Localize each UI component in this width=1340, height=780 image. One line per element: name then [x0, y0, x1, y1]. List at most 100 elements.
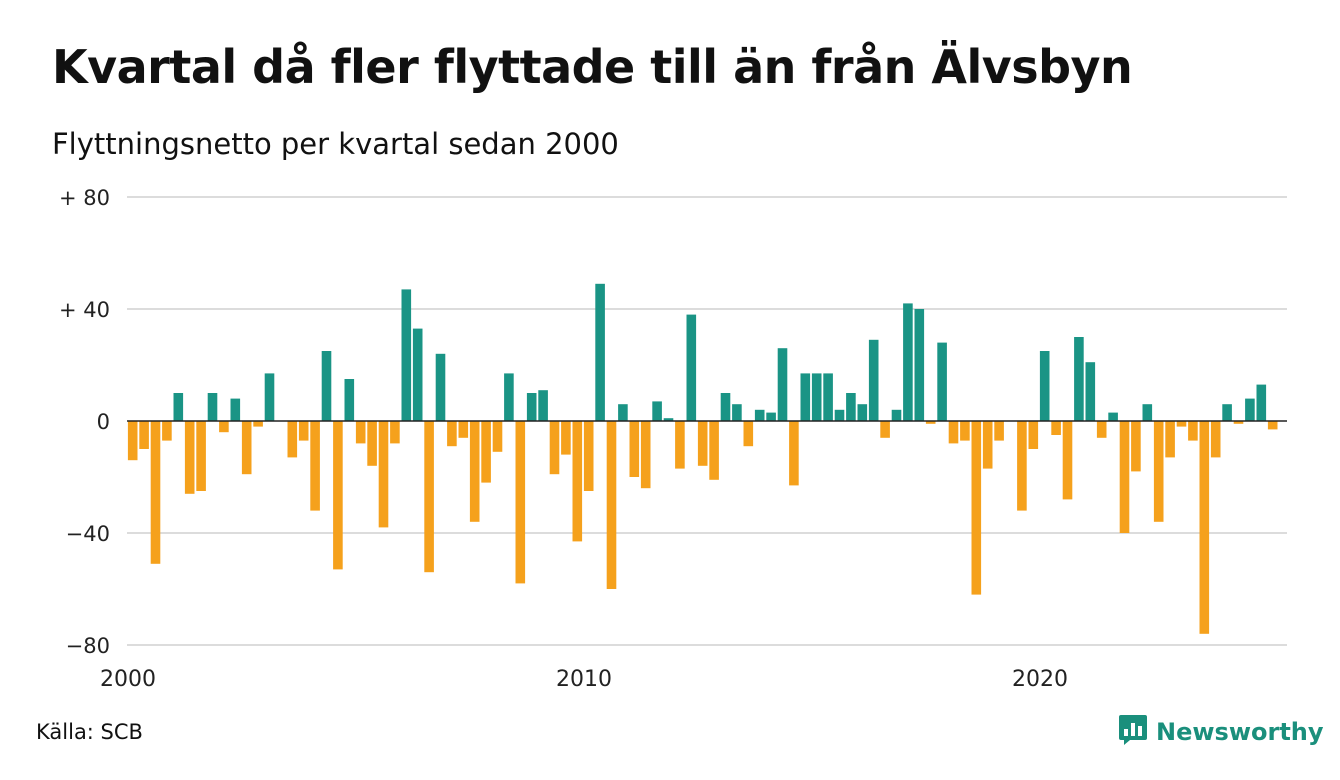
- bar: [1039, 351, 1050, 421]
- bar: [127, 421, 138, 461]
- bar: [971, 421, 982, 595]
- bar: [1267, 421, 1278, 430]
- bar: [162, 421, 172, 441]
- bar: [1028, 421, 1039, 449]
- bar: [412, 328, 423, 421]
- bar: [1051, 421, 1061, 435]
- bar: [1245, 398, 1255, 421]
- bar: [424, 421, 434, 573]
- bar: [538, 390, 548, 421]
- bar: [367, 421, 377, 466]
- bar: [834, 409, 845, 421]
- bar: [561, 421, 571, 455]
- y-tick-label: 0: [97, 410, 110, 434]
- bar: [743, 421, 754, 447]
- bar: [800, 373, 811, 421]
- bar: [789, 421, 799, 486]
- bar: [401, 289, 412, 421]
- bar: [1119, 421, 1130, 533]
- bar: [720, 393, 731, 421]
- bar: [241, 421, 252, 475]
- bar: [298, 421, 309, 441]
- bar: [583, 421, 594, 491]
- bar: [925, 421, 936, 424]
- bar: [675, 421, 685, 469]
- bar: [754, 409, 765, 421]
- bar: [333, 421, 343, 570]
- bar: [253, 421, 263, 427]
- bar: [219, 421, 229, 433]
- bar: [139, 421, 149, 449]
- bar: [982, 421, 993, 469]
- bar: [1222, 404, 1232, 421]
- bar: [321, 351, 332, 421]
- bar: [481, 421, 491, 483]
- bar: [378, 421, 389, 528]
- bar: [903, 303, 913, 421]
- bar: [697, 421, 708, 466]
- bar: [390, 421, 400, 444]
- bar: [469, 421, 480, 522]
- bar: [846, 393, 856, 421]
- bar: [458, 421, 469, 438]
- bar: [595, 283, 605, 421]
- bar: [948, 421, 959, 444]
- grid-lines: [127, 196, 1287, 646]
- bar: [435, 353, 446, 421]
- bar: [652, 401, 662, 421]
- bar: [1256, 384, 1267, 421]
- bar: [1165, 421, 1175, 458]
- bar: [1176, 421, 1187, 427]
- bar: [629, 421, 640, 477]
- source-note: Källa: SCB: [36, 720, 143, 744]
- bar: [857, 404, 868, 421]
- bar: [264, 373, 275, 421]
- y-tick-label: −80: [66, 634, 110, 658]
- bar: [1085, 362, 1096, 421]
- bar: [355, 421, 366, 444]
- bar: [1062, 421, 1073, 500]
- y-tick-label: + 40: [59, 298, 110, 322]
- brand-name: Newsworthy: [1156, 718, 1324, 746]
- y-tick-label: + 80: [59, 186, 110, 210]
- bar: [709, 421, 719, 480]
- bar: [515, 421, 526, 584]
- bar: [1096, 421, 1107, 438]
- x-tick-label: 2010: [556, 667, 612, 692]
- bar: [686, 314, 697, 421]
- bar: [1199, 421, 1210, 634]
- bar: [344, 379, 355, 421]
- bar: [150, 421, 161, 564]
- chart-subtitle: Flyttningsnetto per kvartal sedan 2000: [52, 127, 619, 161]
- bar-chart-logo-icon: [1118, 714, 1148, 750]
- bar: [492, 421, 503, 452]
- bar: [1153, 421, 1164, 522]
- y-tick-label: −40: [66, 522, 110, 546]
- bar: [960, 421, 970, 441]
- bar: [618, 404, 628, 421]
- bar: [196, 421, 206, 491]
- bar: [572, 421, 583, 542]
- bar: [1017, 421, 1027, 511]
- x-tick-label: 2020: [1012, 667, 1068, 692]
- bar: [549, 421, 560, 475]
- bar: [526, 393, 537, 421]
- bar: [207, 393, 218, 421]
- bar: [811, 373, 822, 421]
- brand-logo[interactable]: Newsworthy: [1118, 713, 1324, 751]
- bar: [1131, 421, 1141, 472]
- bar: [1188, 421, 1198, 441]
- x-axis-ticks: 2000 2010 2020: [100, 667, 1068, 692]
- y-axis-ticks: + 80 + 40 0 −40 −80: [59, 186, 110, 658]
- bar: [287, 421, 298, 458]
- bar: [891, 409, 902, 421]
- bar: [914, 309, 925, 421]
- bar: [994, 421, 1004, 441]
- bar: [1074, 337, 1084, 421]
- bar: [823, 373, 833, 421]
- bar: [937, 342, 947, 421]
- bar: [447, 421, 457, 447]
- bar: [504, 373, 514, 421]
- bar: [868, 339, 879, 421]
